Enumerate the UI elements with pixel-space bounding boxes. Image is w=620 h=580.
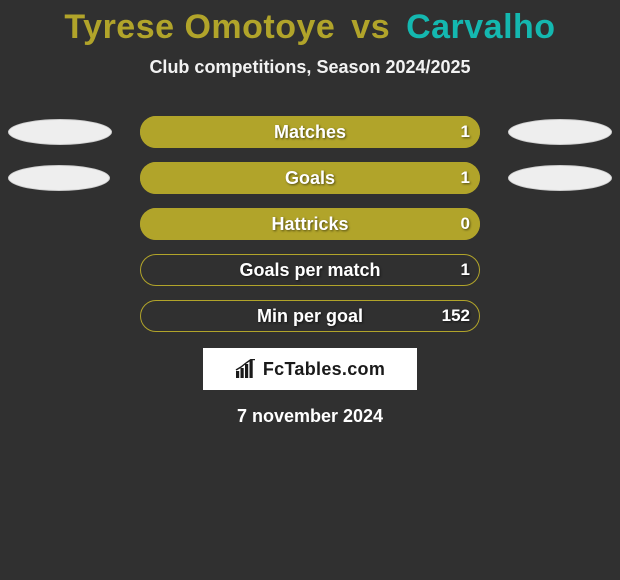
stat-row: Matches1 — [0, 116, 620, 148]
stat-value: 1 — [140, 162, 470, 194]
comparison-card: Tyrese Omotoye vs Carvalho Club competit… — [0, 0, 620, 580]
stat-value: 152 — [140, 300, 470, 332]
stat-row: Goals per match1 — [0, 254, 620, 286]
page-title: Tyrese Omotoye vs Carvalho — [0, 0, 620, 47]
stat-value: 1 — [140, 254, 470, 286]
brand-text: FcTables.com — [263, 359, 385, 380]
stat-row: Min per goal152 — [0, 300, 620, 332]
stat-value: 0 — [140, 208, 470, 240]
player1-name: Tyrese Omotoye — [64, 8, 335, 46]
player2-name: Carvalho — [406, 8, 556, 46]
brand-badge[interactable]: FcTables.com — [203, 348, 417, 390]
stats-list: Matches1 Goals1 Hattricks0 Goals per match1… — [0, 116, 620, 332]
bar-chart-icon — [235, 359, 257, 379]
stat-value: 1 — [140, 116, 470, 148]
subtitle: Club competitions, Season 2024/2025 — [0, 57, 620, 78]
stat-row: Hattricks0 — [0, 208, 620, 240]
date-stamp: 7 november 2024 — [0, 406, 620, 427]
stat-row: Goals1 — [0, 162, 620, 194]
vs-label: vs — [351, 8, 390, 46]
